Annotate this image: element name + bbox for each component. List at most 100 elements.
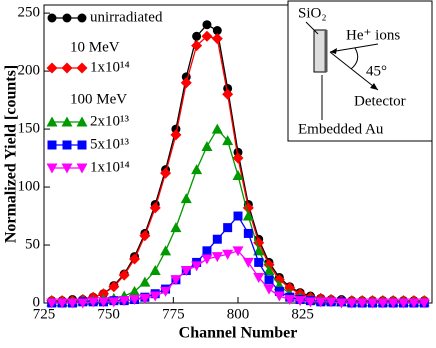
annotation: He⁺ ions <box>346 27 400 43</box>
legend-marker <box>77 13 87 23</box>
x-tick-label: 725 <box>33 306 56 322</box>
legend-label: unirradiated <box>90 9 163 25</box>
data-point <box>356 298 368 309</box>
data-point <box>253 272 265 283</box>
x-tick-label: 825 <box>291 306 314 322</box>
data-point <box>46 298 58 309</box>
data-point <box>129 285 141 296</box>
data-point <box>180 77 192 89</box>
data-point <box>160 245 172 256</box>
legend-group: 10 MeV <box>70 39 120 55</box>
x-tick-label: 800 <box>227 306 250 322</box>
data-point <box>223 223 233 233</box>
data-point <box>222 249 234 260</box>
arrowhead <box>370 83 378 90</box>
data-point <box>387 298 399 309</box>
data-point <box>170 222 182 233</box>
y-tick-label: 50 <box>25 236 40 252</box>
legend-marker <box>62 13 72 23</box>
data-point <box>335 298 347 309</box>
data-point <box>284 295 296 306</box>
data-point <box>367 298 379 309</box>
data-point <box>284 282 296 294</box>
annotation: Detector <box>354 93 406 109</box>
arrow <box>329 51 379 91</box>
data-point <box>264 275 274 285</box>
data-point <box>160 286 172 297</box>
data-point <box>346 298 358 309</box>
x-axis-label: Channel Number <box>179 325 298 342</box>
data-point <box>232 152 244 164</box>
y-tick-label: 200 <box>18 63 41 79</box>
annotation: Embedded Au <box>298 121 384 137</box>
data-point <box>139 276 151 287</box>
data-point <box>170 129 182 141</box>
data-point <box>242 210 254 221</box>
data-point <box>212 234 222 244</box>
arrow <box>329 43 379 53</box>
data-point <box>97 297 109 308</box>
legend-marker <box>47 140 57 150</box>
data-point <box>118 296 130 307</box>
legend-marker <box>46 62 58 74</box>
data-point <box>418 298 430 309</box>
data-point <box>201 140 213 151</box>
y-axis-label: Normalized Yield [counts] <box>3 65 20 243</box>
data-point <box>139 230 151 242</box>
data-point <box>273 291 285 302</box>
legend-marker <box>76 62 88 74</box>
data-point <box>222 88 234 100</box>
data-point <box>160 167 172 179</box>
legend-marker <box>76 116 88 127</box>
legend-label: 1x10¹⁴ <box>90 159 130 175</box>
data-point <box>129 253 141 265</box>
data-point <box>211 252 223 263</box>
legend-marker <box>46 116 58 127</box>
y-tick-label: 0 <box>33 294 41 310</box>
data-point <box>325 297 337 308</box>
data-point <box>180 193 192 204</box>
data-point <box>129 295 141 306</box>
legend-marker <box>76 163 88 174</box>
data-point <box>294 296 306 307</box>
data-point <box>191 164 203 175</box>
arrowhead <box>330 48 337 54</box>
data-point <box>398 298 410 309</box>
data-point <box>263 265 275 276</box>
inset: SiO₂ He⁺ ions 45° Detector Embedded Au <box>287 0 433 142</box>
legend-label: 2x10¹³ <box>90 113 129 129</box>
data-point <box>97 288 109 300</box>
data-point <box>139 293 151 304</box>
data-point <box>233 147 243 157</box>
data-point <box>222 135 234 146</box>
annotation: SiO₂ <box>298 5 327 21</box>
data-point <box>201 254 213 265</box>
y-tick-label: 250 <box>18 5 41 21</box>
data-point <box>211 123 223 134</box>
data-point <box>233 211 243 221</box>
x-tick-label: 750 <box>97 306 120 322</box>
data-point <box>263 259 275 271</box>
data-point <box>66 298 78 309</box>
sample <box>313 29 327 73</box>
data-point <box>201 30 213 42</box>
legend-marker <box>47 13 57 23</box>
legend-marker <box>61 116 73 127</box>
data-point <box>170 275 182 286</box>
angle-arc <box>350 47 359 70</box>
data-point <box>232 169 244 180</box>
legend-marker <box>62 140 72 150</box>
data-point <box>232 246 244 257</box>
data-point <box>149 291 161 302</box>
data-point <box>408 298 420 309</box>
legend-group: 100 MeV <box>70 91 127 107</box>
data-point <box>108 281 120 293</box>
data-point <box>56 298 68 309</box>
legend-label: 5x10¹³ <box>90 136 129 152</box>
arrow <box>305 21 319 35</box>
data-point <box>87 297 99 308</box>
data-point <box>242 257 254 268</box>
data-point <box>202 246 212 256</box>
data-point <box>118 269 130 281</box>
